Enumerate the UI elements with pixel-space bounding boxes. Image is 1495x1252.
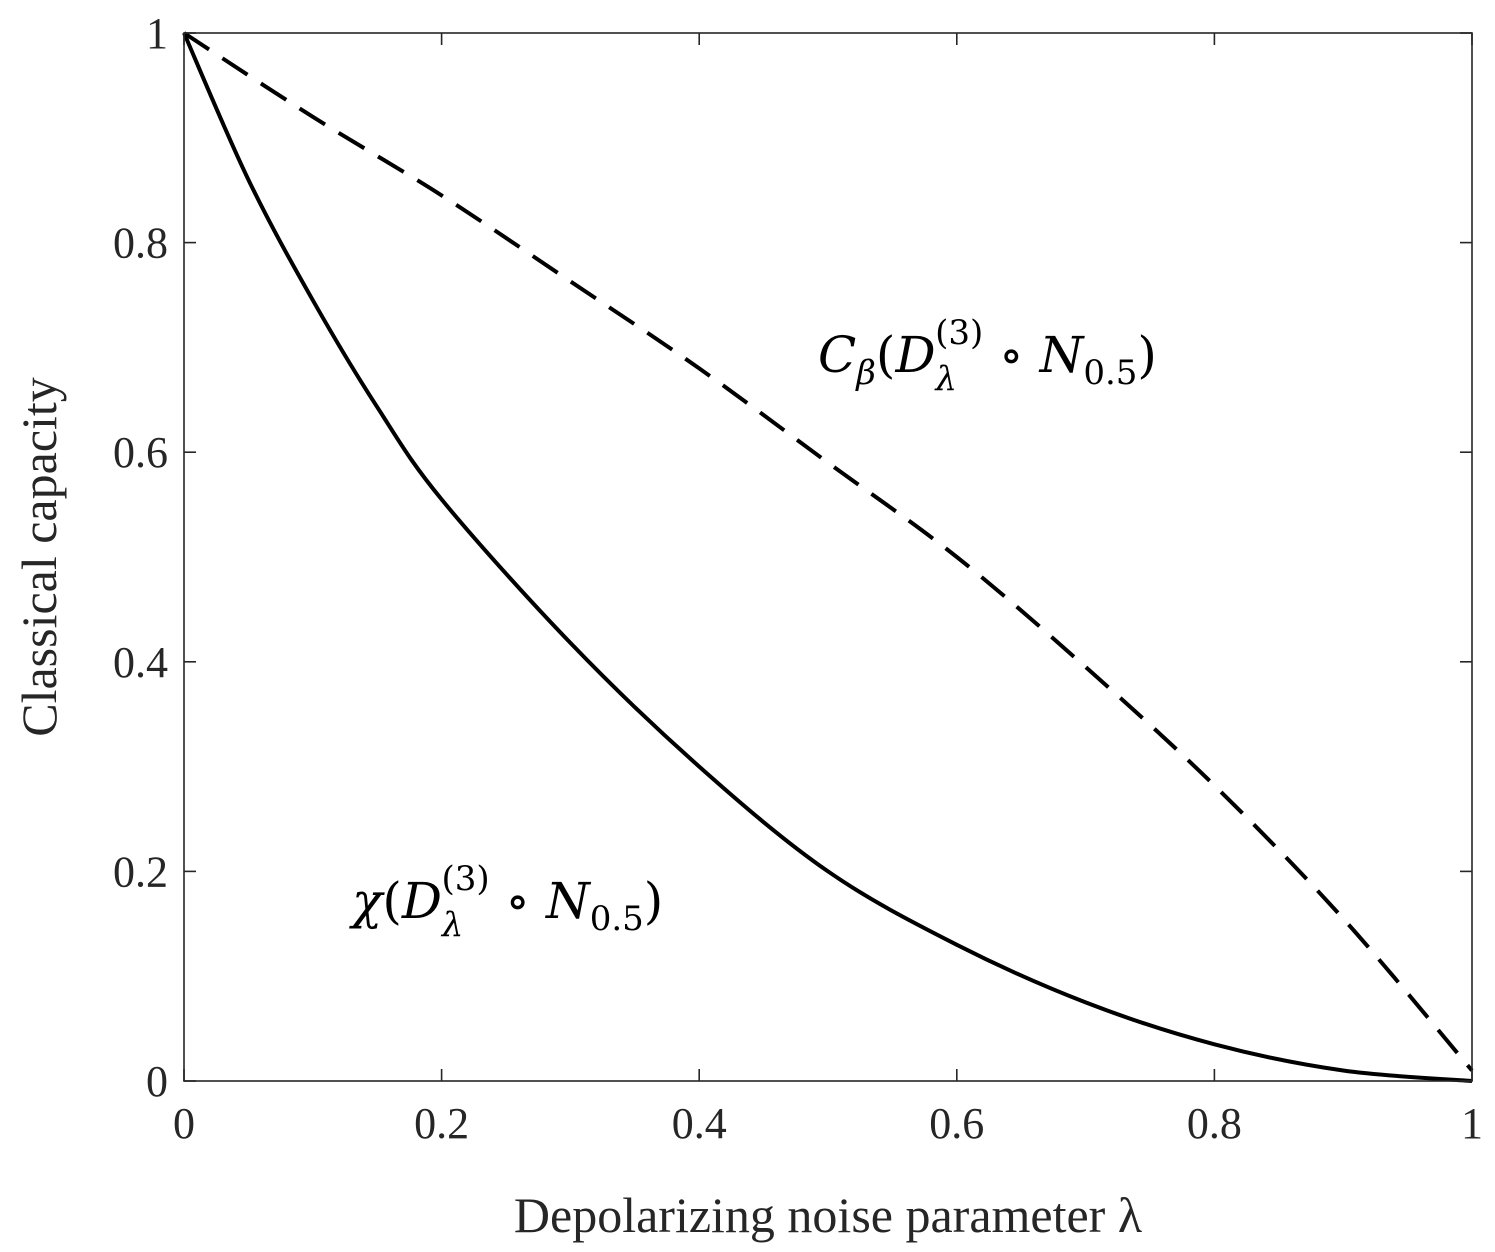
x-axis-title: Depolarizing noise parameter λ — [514, 1187, 1142, 1243]
annotation-cbeta: Cβ(Dλ (3) ∘ N0.5) — [818, 313, 1157, 399]
y-tick-label: 0.2 — [113, 847, 168, 896]
y-tick-label: 0 — [146, 1057, 168, 1106]
annotation-cbeta-circ: ∘ — [983, 326, 1039, 384]
plot-background — [184, 33, 1472, 1081]
annotation-chi-lparen: ( — [382, 872, 402, 930]
series-line-chi — [182, 32, 1473, 1083]
y-tick-label: 0.6 — [113, 428, 168, 477]
annotation-cbeta-lambda: λ — [934, 359, 958, 399]
annotation-chi-rparen: ) — [644, 872, 664, 930]
tick-layer: 0 0.2 0.4 0.6 0.8 1 0 0.2 0.4 0.6 0.8 1 — [113, 9, 1483, 1148]
y-tick-label: 0.8 — [113, 219, 168, 268]
x-tick-label: 0.4 — [672, 1099, 727, 1148]
x-tick-label: 0.8 — [1187, 1099, 1242, 1148]
annotation-cbeta-lparen: ( — [876, 326, 896, 384]
annotation-cbeta-n: N — [1039, 326, 1086, 384]
annotation-cbeta-rparen: ) — [1137, 326, 1157, 384]
y-tick-label: 0.4 — [113, 638, 168, 687]
annotation-chi-lambda: λ — [440, 905, 464, 945]
plot-frame — [183, 32, 1473, 1082]
annotation-cbeta-beta: β — [854, 353, 876, 393]
y-tick-label: 1 — [146, 9, 168, 58]
annotation-chi: χ(Dλ (3) ∘ N0.5) — [349, 859, 663, 945]
y-axis-title: Classical capacity — [11, 377, 67, 737]
annotation-chi-n: N — [545, 872, 592, 930]
annotation-chi-d: D — [401, 872, 442, 930]
series-layer — [182, 31, 1474, 1083]
annotation-chi-chi: χ — [349, 872, 385, 930]
annotation-cbeta-c: C — [818, 326, 856, 384]
annotation-cbeta-sup: (3) — [935, 313, 983, 353]
x-tick-label: 0.6 — [929, 1099, 984, 1148]
x-tick-label: 0 — [173, 1099, 195, 1148]
annotation-chi-circ: ∘ — [490, 872, 546, 930]
annotation-cbeta-d: D — [894, 326, 935, 384]
annotation-cbeta-sub: 0.5 — [1083, 353, 1137, 393]
annotation-chi-sub: 0.5 — [590, 899, 644, 939]
x-tick-label: 1 — [1461, 1099, 1483, 1148]
annotation-chi-sup: (3) — [441, 859, 489, 899]
series-line-cbeta — [182, 31, 1474, 1072]
x-tick-label: 0.2 — [414, 1099, 469, 1148]
